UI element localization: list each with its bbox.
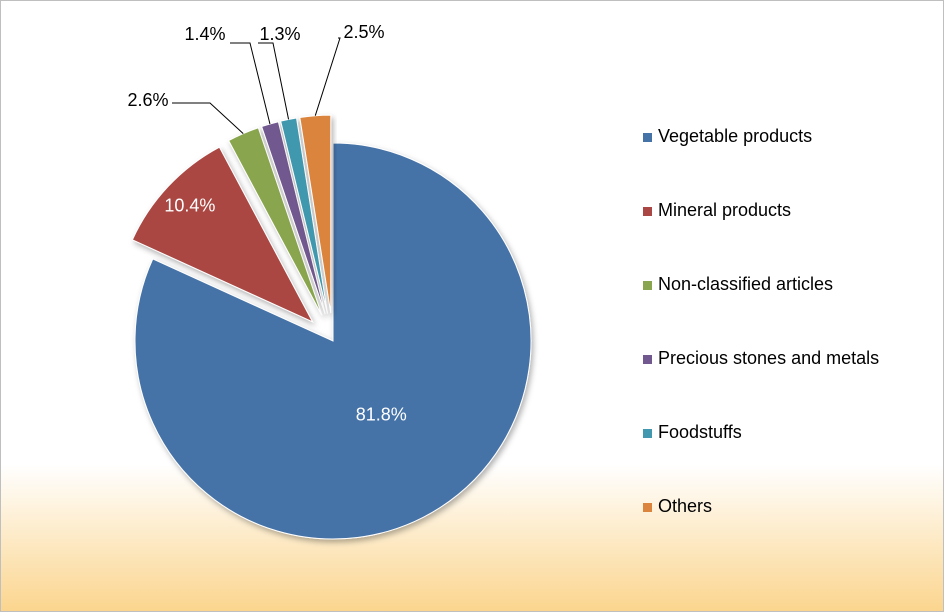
legend: Vegetable products Mineral products Non-cl… (643, 126, 879, 516)
pie-slice (131, 146, 314, 323)
legend-label: Vegetable products (658, 126, 812, 146)
legend-label: Mineral products (658, 200, 791, 220)
legend-label: Others (658, 496, 712, 516)
legend-label: Foodstuffs (658, 422, 742, 442)
legend-label: Non-classified articles (658, 274, 833, 294)
pie-slice (134, 142, 532, 540)
data-label: 1.4% (184, 24, 225, 44)
legend-swatch (643, 281, 652, 290)
data-label: 2.5% (343, 22, 384, 42)
legend-swatch (643, 207, 652, 216)
pie: 81.8% 10.4% 2.6% 1.4% 1.3% 2.5% (127, 22, 532, 540)
legend-label: Precious stones and metals (658, 348, 879, 368)
data-label: 81.8% (356, 405, 407, 425)
leader-line (258, 42, 290, 120)
leader-line (172, 102, 244, 134)
legend-swatch (643, 429, 652, 438)
data-label: 2.6% (127, 90, 168, 110)
data-label: 10.4% (164, 195, 215, 215)
leader-line (314, 37, 341, 116)
legend-swatch (643, 355, 652, 364)
legend-swatch (643, 133, 652, 142)
data-label: 1.3% (259, 24, 300, 44)
legend-swatch (643, 503, 652, 512)
pie-slice (280, 117, 328, 314)
leader-line (230, 42, 271, 125)
